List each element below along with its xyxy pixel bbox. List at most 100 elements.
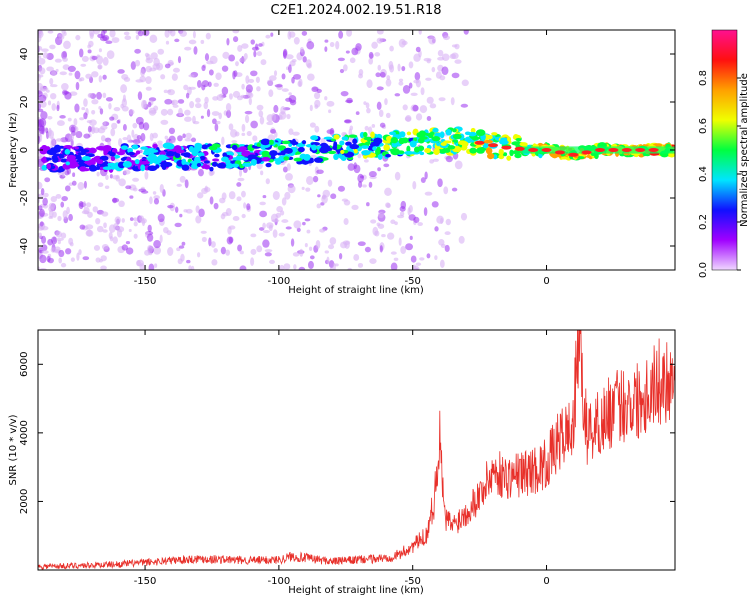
noise-speckle bbox=[142, 122, 150, 131]
noise-speckle bbox=[246, 131, 252, 137]
noise-speckle bbox=[188, 39, 197, 45]
noise-speckle bbox=[85, 202, 92, 208]
ridge-mark bbox=[560, 156, 568, 160]
noise-speckle bbox=[429, 103, 437, 109]
noise-speckle bbox=[309, 255, 315, 260]
noise-speckle bbox=[73, 118, 78, 126]
ridge-mark bbox=[491, 132, 498, 136]
noise-speckle bbox=[48, 216, 54, 220]
peak-mark bbox=[528, 148, 539, 152]
ridge-mark bbox=[424, 148, 432, 154]
noise-speckle bbox=[221, 136, 225, 146]
noise-speckle bbox=[50, 137, 56, 147]
noise-speckle bbox=[286, 163, 291, 171]
noise-speckle bbox=[97, 127, 106, 134]
noise-speckle bbox=[81, 210, 90, 215]
noise-speckle bbox=[368, 51, 374, 59]
noise-speckle bbox=[265, 178, 270, 185]
noise-speckle bbox=[123, 169, 131, 175]
noise-speckle bbox=[245, 75, 250, 84]
ridge-mark bbox=[214, 153, 220, 158]
noise-speckle bbox=[149, 196, 153, 205]
noise-speckle bbox=[154, 263, 158, 268]
ridge-mark bbox=[457, 140, 467, 146]
ridge-mark bbox=[211, 161, 218, 167]
colorbar-tick-label: 0.6 bbox=[698, 118, 709, 134]
ridge-mark bbox=[468, 131, 477, 137]
ridge-mark bbox=[320, 144, 331, 151]
noise-speckle bbox=[273, 70, 278, 77]
noise-speckle bbox=[142, 30, 150, 37]
noise-speckle bbox=[362, 184, 367, 188]
noise-speckle bbox=[246, 203, 251, 211]
noise-speckle bbox=[38, 45, 43, 51]
noise-speckle bbox=[157, 213, 165, 223]
noise-speckle bbox=[383, 163, 390, 168]
noise-speckle bbox=[111, 122, 118, 130]
noise-speckle bbox=[431, 66, 436, 73]
noise-speckle bbox=[394, 93, 401, 97]
noise-speckle bbox=[159, 234, 163, 244]
ridge-mark bbox=[327, 150, 337, 155]
noise-speckle bbox=[312, 175, 319, 183]
noise-speckle bbox=[258, 43, 263, 47]
noise-speckle bbox=[67, 117, 72, 122]
noise-speckle bbox=[243, 202, 247, 209]
noise-speckle bbox=[239, 57, 247, 63]
snr-marks bbox=[38, 330, 675, 570]
noise-speckle bbox=[145, 57, 153, 64]
snr-x-tick-label: -50 bbox=[405, 576, 421, 587]
noise-speckle bbox=[358, 181, 363, 188]
noise-speckle bbox=[412, 265, 420, 270]
noise-speckle bbox=[349, 57, 356, 64]
noise-speckle bbox=[200, 39, 205, 45]
noise-speckle bbox=[122, 137, 128, 141]
noise-speckle bbox=[245, 84, 253, 93]
noise-speckle bbox=[99, 36, 108, 42]
noise-speckle bbox=[301, 30, 308, 36]
ridge-mark bbox=[120, 145, 129, 150]
noise-speckle bbox=[213, 248, 218, 253]
noise-speckle bbox=[150, 52, 158, 60]
ridge-mark bbox=[193, 156, 201, 163]
noise-speckle bbox=[306, 229, 311, 234]
noise-speckle bbox=[311, 86, 319, 93]
peak-mark bbox=[488, 143, 498, 148]
noise-speckle bbox=[61, 82, 69, 91]
noise-speckle bbox=[134, 59, 141, 67]
noise-speckle bbox=[381, 233, 386, 238]
noise-speckle bbox=[326, 256, 330, 265]
noise-speckle bbox=[77, 182, 85, 191]
noise-speckle bbox=[250, 120, 258, 129]
noise-speckle bbox=[368, 181, 373, 188]
noise-speckle bbox=[205, 32, 211, 40]
noise-speckle bbox=[191, 265, 195, 270]
noise-speckle bbox=[46, 89, 50, 93]
noise-speckle bbox=[201, 236, 207, 242]
peak-mark bbox=[554, 150, 565, 155]
noise-speckle bbox=[68, 237, 74, 245]
noise-speckle bbox=[401, 40, 408, 46]
noise-speckle bbox=[241, 132, 246, 137]
ridge-mark bbox=[283, 156, 290, 161]
noise-speckle bbox=[428, 35, 437, 45]
noise-speckle bbox=[460, 212, 468, 221]
noise-speckle bbox=[415, 46, 421, 53]
peak-mark bbox=[648, 148, 659, 152]
noise-speckle bbox=[270, 32, 274, 37]
noise-speckle bbox=[299, 248, 304, 257]
noise-speckle bbox=[259, 116, 265, 125]
snr-frame bbox=[37, 329, 676, 571]
ridge-mark bbox=[151, 157, 162, 164]
noise-speckle bbox=[39, 208, 45, 218]
noise-speckle bbox=[413, 216, 420, 223]
ridge-mark bbox=[303, 153, 311, 161]
ridge-mark bbox=[152, 143, 158, 149]
noise-speckle bbox=[324, 46, 328, 52]
noise-speckle bbox=[97, 65, 102, 70]
ridge-mark bbox=[493, 154, 498, 160]
ridge-mark bbox=[216, 162, 227, 169]
noise-speckle bbox=[408, 61, 414, 69]
snr-series-line bbox=[38, 330, 675, 570]
noise-speckle bbox=[96, 171, 100, 177]
